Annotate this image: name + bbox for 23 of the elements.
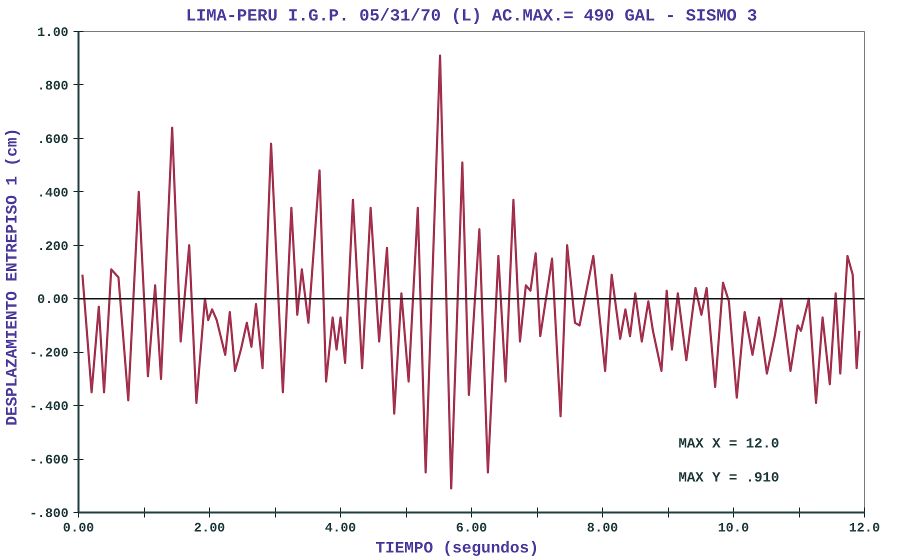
x-axis-title: TIEMPO (segundos) bbox=[375, 540, 539, 558]
y-tick-label: 0.00 bbox=[37, 292, 69, 308]
x-tick-label: 10.0 bbox=[718, 520, 750, 536]
x-tick-label: 4.00 bbox=[324, 520, 356, 536]
x-tick-label: 6.00 bbox=[456, 520, 488, 536]
x-tick-label: 8.00 bbox=[586, 520, 618, 536]
y-tick-label: -.800 bbox=[29, 506, 69, 521]
y-tick-label: .600 bbox=[37, 132, 69, 147]
chart-title: LIMA-PERU I.G.P. 05/31/70 (L) AC.MAX.= 490 GAL - SISMO 3 bbox=[186, 8, 758, 26]
y-tick-label: .400 bbox=[37, 185, 69, 200]
y-tick-label: -.600 bbox=[29, 452, 69, 468]
x-tick-label: 12.0 bbox=[848, 520, 880, 536]
y-tick-label: -.400 bbox=[29, 399, 69, 414]
annotation: MAX Y = .910 bbox=[678, 470, 780, 486]
y-axis-title: DESPLAZAMIENTO ENTREPISO 1 (cm) bbox=[3, 128, 22, 426]
y-tick-label: 1.00 bbox=[37, 25, 69, 40]
line-series bbox=[81, 54, 860, 490]
x-tick-label: 0.00 bbox=[62, 520, 94, 536]
y-tick-label: -.200 bbox=[29, 346, 69, 361]
annotation: MAX X = 12.0 bbox=[678, 436, 780, 452]
y-tick-label: .800 bbox=[37, 78, 69, 94]
x-tick-label: 2.00 bbox=[194, 520, 226, 536]
y-tick-label: .200 bbox=[37, 238, 69, 254]
